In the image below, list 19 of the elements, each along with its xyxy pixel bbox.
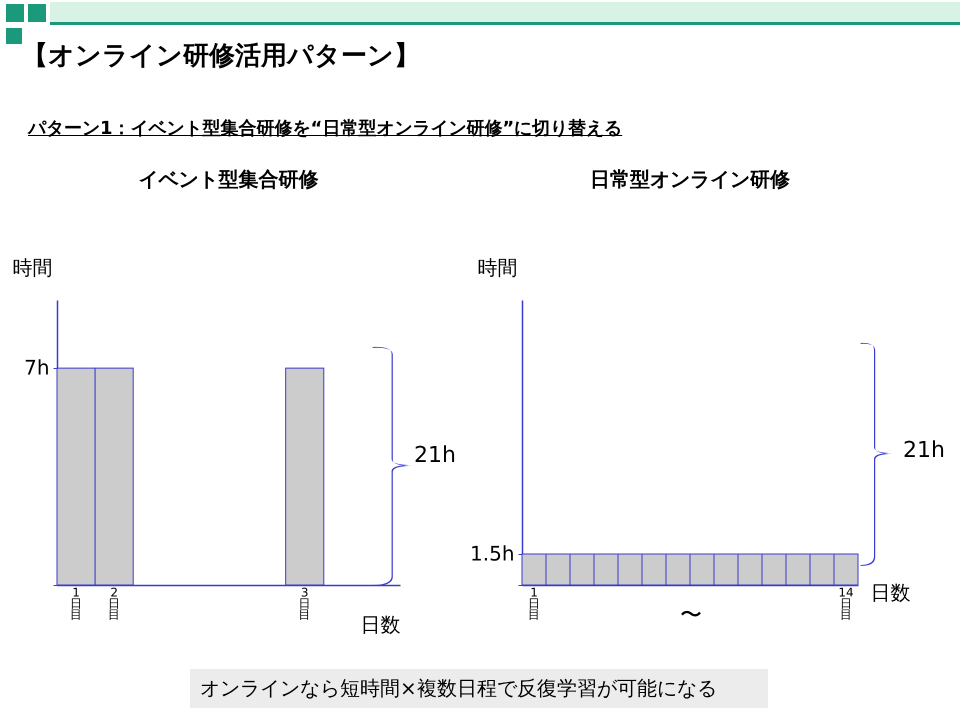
x-tick-label: 2日目 <box>108 586 120 622</box>
y-tick-label: 7h <box>24 356 50 380</box>
text: パターン1：イベント型集合研修を“日常型オンライン研修”に切り替える <box>28 117 622 140</box>
text: 21h <box>903 438 945 463</box>
text: 【オンライン研修活用パターン】 <box>22 40 420 73</box>
x-tick-label: 1日目 <box>528 586 540 622</box>
chart-title: イベント型集合研修 <box>138 167 320 191</box>
y-axis-title: 時間 <box>12 256 52 280</box>
x-tick-label: 3日目 <box>298 586 311 622</box>
x-tick-label: 14日目 <box>838 586 854 622</box>
y-axis-title: 時間 <box>478 256 518 280</box>
chart-title: 日常型オンライン研修 <box>590 167 791 191</box>
text: オンラインなら短時間×複数日程で反復学習が可能になる <box>190 669 768 708</box>
text: 21h <box>414 443 456 468</box>
x-tick-label: 1日目 <box>70 586 82 622</box>
x-axis-title: 日数 <box>870 580 910 604</box>
x-axis-title: 日数 <box>360 612 400 636</box>
text: 〜 <box>680 602 702 630</box>
y-tick-label: 1.5h <box>470 542 514 566</box>
